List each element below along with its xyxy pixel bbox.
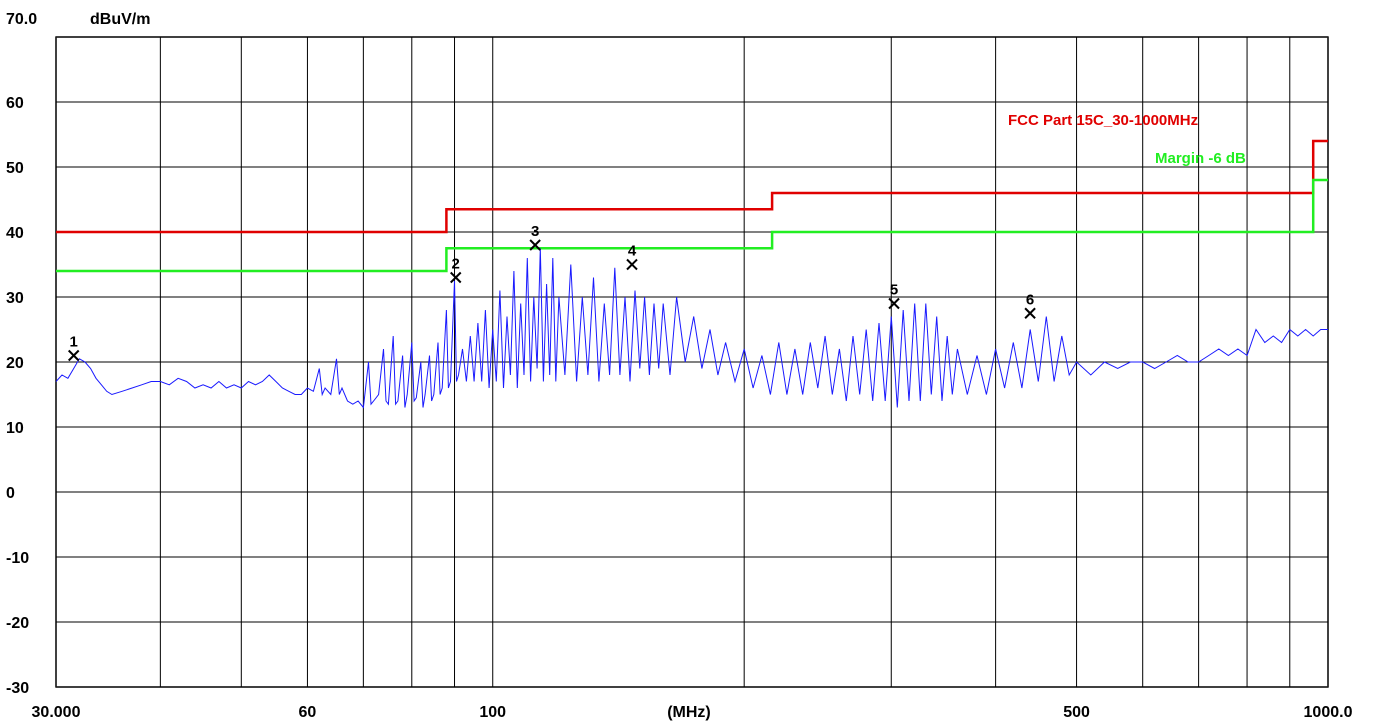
y-tick-label: 50 xyxy=(6,160,24,177)
marker-label: 4 xyxy=(628,243,637,260)
legend-limit-label: FCC Part 15C_30-1000MHz xyxy=(1008,112,1198,129)
peak-marker: 4 xyxy=(626,243,638,271)
peak-marker: 5 xyxy=(888,282,900,310)
y-tick-label-top: 70.0 xyxy=(6,11,37,28)
y-axis-tick-labels: 70.0 60 50 40 30 20 10 0 -10 -20 -30 xyxy=(6,11,37,697)
marker-label: 3 xyxy=(531,223,539,240)
y-tick-label: 10 xyxy=(6,420,24,437)
y-tick-label: 30 xyxy=(6,290,24,307)
marker-cross xyxy=(888,297,900,310)
x-tick-label: 60 xyxy=(299,704,317,721)
marker-cross xyxy=(529,239,541,251)
peak-marker: 2 xyxy=(450,256,462,284)
peak-marker: 1 xyxy=(67,334,80,362)
y-axis-unit: dBuV/m xyxy=(90,11,150,28)
y-tick-label: 40 xyxy=(6,225,24,242)
y-tick-label: 60 xyxy=(6,95,24,112)
x-tick-label: 100 xyxy=(479,704,506,721)
legend-margin-label: Margin -6 dB xyxy=(1155,150,1246,167)
margin-line xyxy=(56,178,1328,273)
y-tick-label: -20 xyxy=(6,615,29,632)
x-tick-label: 1000.0 xyxy=(1304,704,1353,721)
x-axis-tick-labels: 30.000 60 100 500 1000.0 xyxy=(32,704,1353,721)
marker-cross xyxy=(626,258,638,271)
marker-label: 5 xyxy=(890,282,898,299)
marker-label: 1 xyxy=(70,334,78,351)
series-layer xyxy=(55,139,1328,409)
limit-line xyxy=(56,139,1328,234)
marker-layer: 1 2 3 4 5 6 xyxy=(67,223,1036,362)
peak-marker: 3 xyxy=(529,223,541,251)
marker-cross xyxy=(67,349,80,362)
peak-marker: 6 xyxy=(1024,291,1036,319)
y-tick-label: 20 xyxy=(6,355,24,372)
y-tick-label: -30 xyxy=(6,680,29,697)
x-tick-label: 500 xyxy=(1063,704,1090,721)
marker-cross xyxy=(1024,307,1036,319)
y-tick-label: -10 xyxy=(6,550,29,567)
measurement-trace xyxy=(55,248,1328,409)
x-tick-label: 30.000 xyxy=(32,704,81,721)
marker-label: 2 xyxy=(452,256,460,273)
marker-cross xyxy=(450,271,462,284)
marker-label: 6 xyxy=(1026,291,1034,308)
y-tick-label: 0 xyxy=(6,485,15,502)
x-axis-unit: (MHz) xyxy=(667,704,711,721)
